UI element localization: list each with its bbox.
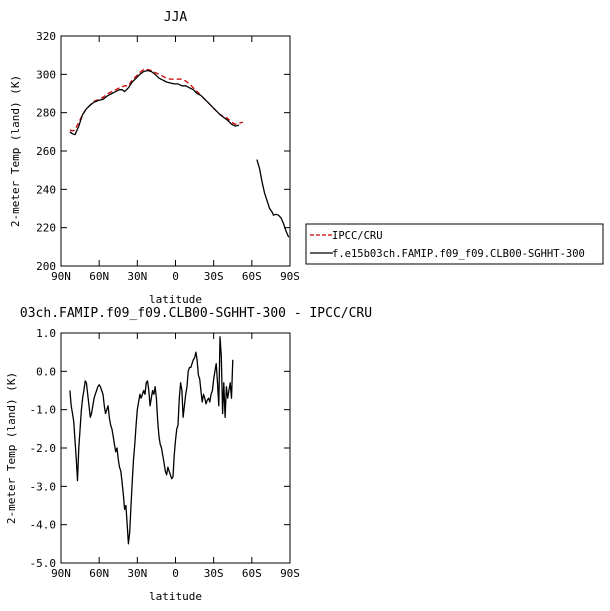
y-tick-label: 220 xyxy=(36,222,56,235)
y-tick-label: 320 xyxy=(36,30,56,43)
legend-label-model: f.e15b03ch.FAMIP.f09_f09.CLB00-SGHHT-300 xyxy=(332,248,585,260)
y-tick-label: 240 xyxy=(36,183,56,196)
bottom-x-ticks: 90N 60N 30N 0 30S 60S 90S xyxy=(51,333,300,580)
y-tick-label: -1.0 xyxy=(30,404,57,417)
bottom-series xyxy=(69,336,234,545)
series-line-0 xyxy=(69,336,234,545)
top-series xyxy=(69,68,290,238)
y-tick-label: 260 xyxy=(36,145,56,158)
top-y-axis-label: 2-meter Temp (land) (K) xyxy=(9,75,22,227)
top-x-axis-label: latitude xyxy=(149,293,202,306)
y-tick-label: 300 xyxy=(36,68,56,81)
bottom-panel: 03ch.FAMIP.f09_f09.CLB00-SGHHT-300 - IPC… xyxy=(5,306,372,603)
y-tick-label: 200 xyxy=(36,260,56,273)
x-tick-label: 60N xyxy=(89,270,109,283)
x-tick-label: 0 xyxy=(172,270,179,283)
y-tick-label: -4.0 xyxy=(30,519,57,532)
series-line-0 xyxy=(69,68,244,132)
series-line-1 xyxy=(69,69,290,238)
top-panel: JJA 90N 60N 30N 0 30S 60S 90S 200 220 240 260 280 3… xyxy=(9,10,300,306)
bottom-chart-title: 03ch.FAMIP.f09_f09.CLB00-SGHHT-300 - IPC… xyxy=(20,306,372,321)
legend: IPCC/CRU f.e15b03ch.FAMIP.f09_f09.CLB00-… xyxy=(305,223,604,265)
x-tick-label: 90S xyxy=(280,270,300,283)
top-y-ticks: 200 220 240 260 280 300 320 xyxy=(36,30,290,273)
x-tick-label: 30S xyxy=(204,270,224,283)
x-tick-label: 0 xyxy=(172,567,179,580)
x-tick-label: 90N xyxy=(51,270,71,283)
y-tick-label: -5.0 xyxy=(30,557,57,570)
y-tick-label: -2.0 xyxy=(30,442,57,455)
top-chart-title: JJA xyxy=(164,10,188,25)
x-tick-label: 60S xyxy=(242,567,262,580)
x-tick-label: 90S xyxy=(280,567,300,580)
x-tick-label: 90N xyxy=(51,567,71,580)
x-tick-label: 60N xyxy=(89,567,109,580)
y-tick-label: 280 xyxy=(36,107,56,120)
x-tick-label: 30N xyxy=(127,567,147,580)
bottom-y-ticks: -5.0 -4.0 -3.0 -2.0 -1.0 0.0 1.0 xyxy=(30,327,290,570)
legend-box xyxy=(305,223,604,265)
x-tick-label: 30N xyxy=(127,270,147,283)
y-tick-label: 0.0 xyxy=(36,365,56,378)
legend-label-ipcc: IPCC/CRU xyxy=(332,230,383,242)
bottom-y-axis-label: 2-meter Temp (land) (K) xyxy=(5,372,18,524)
top-x-ticks: 90N 60N 30N 0 30S 60S 90S xyxy=(51,36,300,283)
y-tick-label: 1.0 xyxy=(36,327,56,340)
top-plot-frame xyxy=(60,35,291,267)
x-tick-label: 30S xyxy=(204,567,224,580)
y-tick-label: -3.0 xyxy=(30,480,57,493)
bottom-x-axis-label: latitude xyxy=(149,590,202,603)
x-tick-label: 60S xyxy=(242,270,262,283)
